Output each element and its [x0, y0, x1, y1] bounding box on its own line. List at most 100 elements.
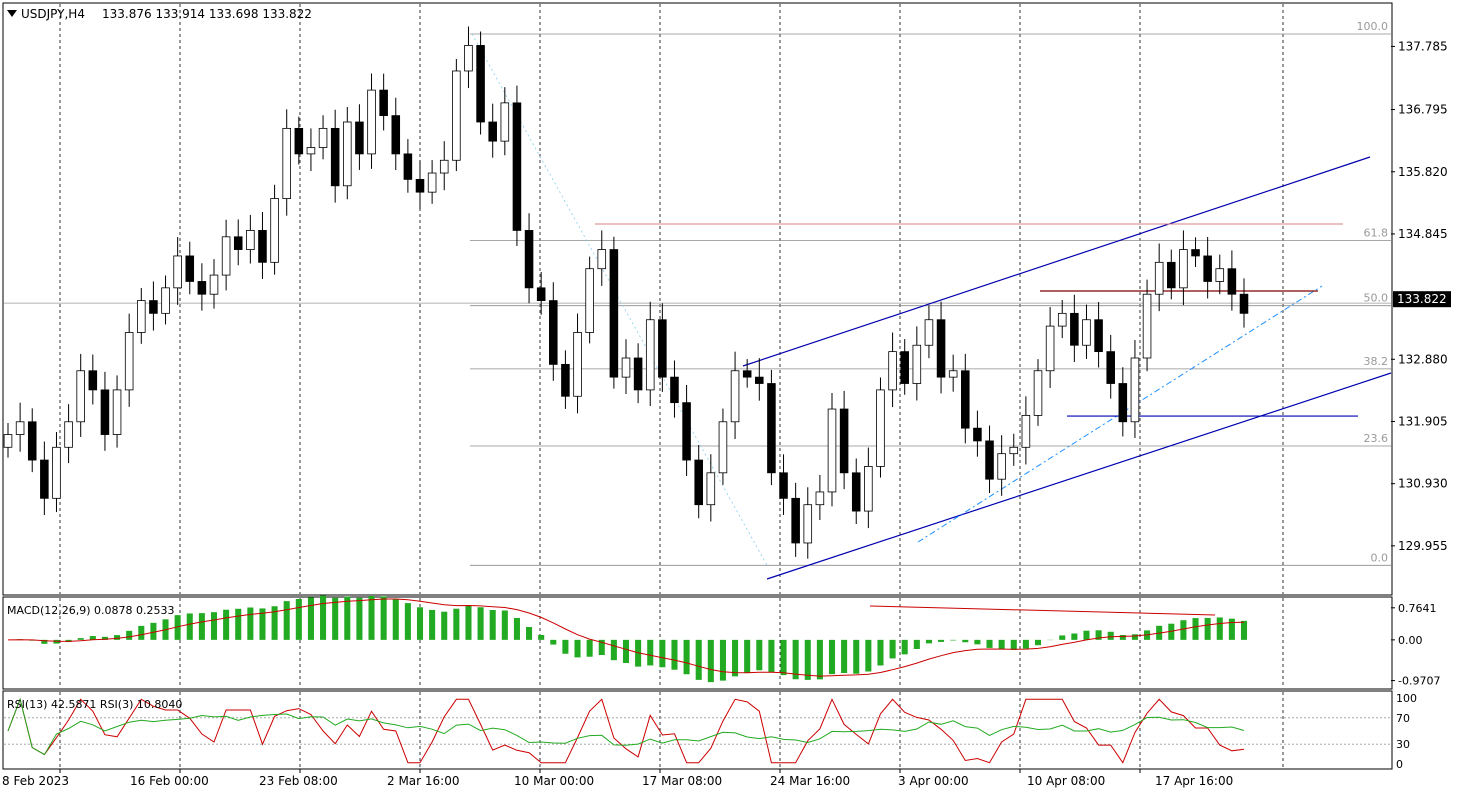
price-panel[interactable]: [2, 2, 1393, 596]
price-tick-label: 136.795: [1398, 103, 1448, 117]
candle: [730, 351, 740, 439]
candle-bear: [1227, 268, 1237, 295]
candle-bear: [670, 376, 679, 404]
candle-bull: [464, 45, 473, 72]
candle: [912, 326, 922, 401]
candle: [900, 339, 909, 395]
candle-bear: [100, 389, 110, 435]
candle-bear: [197, 281, 207, 295]
rsi-fast-line: [7, 697, 1245, 764]
candle-bear: [755, 376, 764, 384]
candle: [282, 109, 291, 216]
candle-bear: [536, 287, 546, 301]
channel-upper-line[interactable]: [742, 156, 1371, 367]
candle-bear: [936, 319, 946, 378]
candle: [621, 339, 631, 395]
candle-bear: [851, 472, 861, 512]
candle-bear: [415, 179, 425, 193]
triangle-down-icon[interactable]: [7, 10, 17, 17]
candle: [355, 104, 364, 170]
candle: [270, 184, 279, 275]
candle-bull: [124, 332, 134, 391]
time-tick-label: 8 Feb 2023: [2, 774, 69, 788]
candle-bear: [609, 249, 619, 378]
candle: [961, 353, 970, 444]
macd-panel[interactable]: [2, 596, 1393, 690]
candle-bull: [270, 198, 279, 263]
candle-bull: [1057, 312, 1067, 327]
candle-bear: [549, 300, 558, 365]
candle-bull: [439, 159, 449, 174]
candle-bull: [803, 504, 813, 544]
candle: [864, 447, 873, 529]
candle-bear: [27, 421, 37, 461]
time-tick-label: 2 Mar 16:00: [387, 774, 460, 788]
fib-level-label: 100.0: [1357, 20, 1389, 33]
candle-bull: [15, 421, 25, 435]
macd-divergence-line[interactable]: [869, 605, 1216, 616]
candle: [791, 482, 800, 557]
candle: [221, 219, 231, 291]
current-price-badge: [1393, 291, 1451, 308]
candle: [15, 402, 25, 452]
candle-bear: [1239, 293, 1249, 314]
candle: [682, 384, 691, 476]
candle: [851, 458, 861, 524]
candle: [512, 85, 522, 246]
candle-bull: [161, 287, 170, 314]
candle: [658, 303, 667, 392]
candle-bull: [221, 236, 231, 276]
price-tick-label: 129.955: [1398, 539, 1448, 553]
candle-bull: [948, 370, 958, 378]
candle-bull: [64, 421, 73, 448]
candle: [427, 160, 437, 204]
candle: [1057, 300, 1067, 339]
candle: [536, 272, 546, 315]
candle: [258, 211, 267, 279]
candle: [403, 139, 413, 193]
macd-signal-line: [7, 598, 1245, 677]
fib-level-label: 0.0: [1371, 551, 1389, 564]
channel-lower-line[interactable]: [766, 372, 1392, 580]
candle: [876, 377, 885, 478]
candle-bull: [1179, 249, 1188, 289]
candle-bull: [585, 268, 594, 333]
candle-bear: [488, 121, 497, 142]
candle: [597, 230, 607, 286]
candle: [1130, 339, 1140, 438]
candle: [343, 107, 352, 200]
candle-bear: [185, 255, 195, 282]
candle: [524, 213, 534, 304]
candle-bull: [573, 332, 582, 397]
candle-bull: [112, 389, 122, 435]
candle: [88, 354, 98, 405]
candle: [173, 237, 182, 305]
rsi-panel[interactable]: [2, 690, 1393, 770]
candle-bear: [791, 497, 800, 544]
candle: [149, 281, 158, 331]
candle: [1215, 254, 1225, 295]
candle: [1154, 243, 1164, 312]
candle-bear: [658, 319, 667, 378]
candle-bear: [476, 45, 485, 123]
candle: [1082, 304, 1091, 359]
price-tick-label: 130.930: [1398, 477, 1448, 491]
candle-bear: [512, 102, 522, 231]
candle-bull: [52, 446, 61, 499]
candle-bull: [367, 89, 376, 155]
candle-bear: [233, 236, 243, 250]
candle: [318, 115, 328, 160]
candle: [1033, 359, 1043, 426]
candle: [827, 392, 837, 507]
candle-bull: [1033, 370, 1043, 416]
candle-bear: [1070, 312, 1079, 346]
candle: [64, 404, 73, 464]
candle-bear: [973, 427, 982, 442]
candle: [561, 350, 570, 409]
candle: [633, 343, 643, 404]
candle-bear: [633, 357, 643, 391]
macd-tick-label: 0.00: [1398, 634, 1423, 647]
candle: [997, 435, 1006, 496]
